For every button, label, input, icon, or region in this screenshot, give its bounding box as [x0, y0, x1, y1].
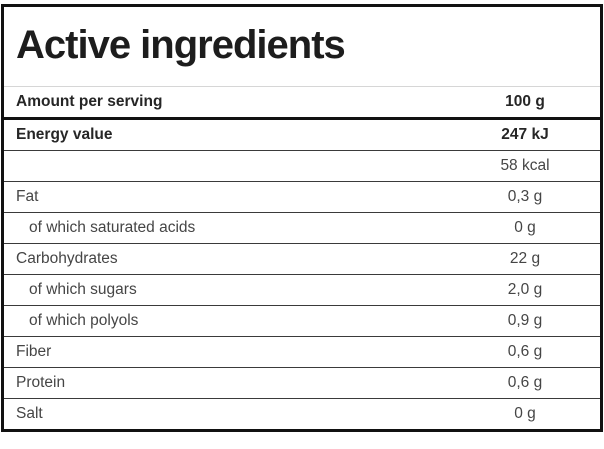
- nutrient-value: 247 kJ: [450, 118, 600, 151]
- nutrition-label: Active ingredients Amount per serving 10…: [1, 4, 603, 432]
- nutrient-value: 0 g: [514, 405, 536, 422]
- nutrient-label: Salt: [16, 405, 43, 422]
- nutrient-label: of which sugars: [4, 274, 450, 306]
- table-row: Fat 0,3 g: [4, 181, 600, 213]
- nutrient-value: 2,0 g: [450, 274, 600, 306]
- nutrient-label: Amount per serving: [4, 87, 450, 120]
- nutrient-label: Carbohydrates: [4, 243, 450, 275]
- nutrients-table-body: Amount per serving 100 g Energy value 24…: [4, 87, 600, 429]
- nutrient-label: [4, 150, 450, 182]
- table-row: Amount per serving 100 g: [4, 87, 600, 120]
- nutrient-value: 0,9 g: [450, 305, 600, 337]
- table-row: Fiber 0,6 g: [4, 336, 600, 368]
- page-title: Active ingredients: [16, 23, 346, 67]
- nutrient-value: 22 g: [450, 243, 600, 275]
- table-row: Energy value 247 kJ: [4, 118, 600, 151]
- nutrient-value: 58 kcal: [450, 150, 600, 182]
- nutrient-label: Energy value: [4, 118, 450, 151]
- nutrient-label: of which polyols: [4, 305, 450, 337]
- table-row: of which polyols 0,9 g: [4, 305, 600, 337]
- nutrient-label: Protein: [4, 367, 450, 399]
- nutrient-label: Fiber: [4, 336, 450, 368]
- nutrient-value: 0 g: [450, 212, 600, 244]
- nutrient-value: 0,3 g: [450, 181, 600, 213]
- nutrient-value: 0,6 g: [450, 336, 600, 368]
- nutrient-label: Fat: [4, 181, 450, 213]
- nutrient-label: of which saturated acids: [4, 212, 450, 244]
- nutrients-table: Amount per serving 100 g Energy value 24…: [4, 87, 600, 429]
- table-row: 58 kcal: [4, 150, 600, 182]
- label-header: Active ingredients: [4, 7, 600, 87]
- nutrient-value: 100 g: [450, 87, 600, 120]
- nutrient-value: 0,6 g: [450, 367, 600, 399]
- table-row: Salt 0 g: [4, 399, 600, 430]
- table-row: of which saturated acids 0 g: [4, 212, 600, 244]
- table-row: Protein 0,6 g: [4, 367, 600, 399]
- table-row: of which sugars 2,0 g: [4, 274, 600, 306]
- table-row: Carbohydrates 22 g: [4, 243, 600, 275]
